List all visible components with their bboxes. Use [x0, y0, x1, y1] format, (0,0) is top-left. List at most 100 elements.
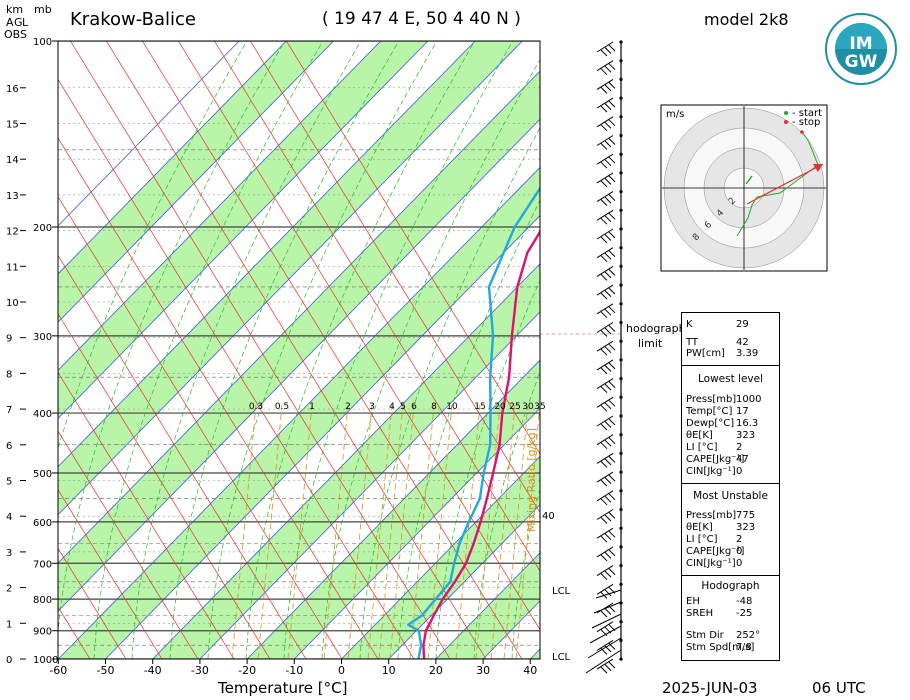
moist-adiabat-line	[397, 199, 540, 659]
dry-adiabat-line	[213, 41, 540, 572]
storm-spd-value: 7.8	[736, 642, 752, 653]
wind-barb	[596, 97, 614, 109]
mu-press-label: Press[mb]	[686, 510, 737, 521]
moist-adiabat-line	[359, 127, 540, 659]
moist-adiabat-line	[435, 279, 540, 659]
pressure-tick-label: 1000	[33, 655, 58, 666]
wind-barb	[596, 378, 614, 390]
wind-barb-feather	[600, 143, 608, 150]
wind-barb-feather	[600, 367, 608, 375]
wind-barb-feather	[608, 474, 616, 482]
lowest-temp-value: 17	[736, 406, 749, 417]
wind-barb	[596, 135, 614, 146]
lowest-temp-label: Temp[°C]	[686, 406, 733, 417]
wind-barb-feather	[600, 461, 608, 468]
mixing-ratio-line	[409, 404, 435, 659]
index-tt-value: 42	[736, 337, 749, 348]
hodograph-ring-label: 4	[715, 208, 726, 219]
wind-barb-feather	[604, 552, 612, 559]
moist-adiabat-line	[58, 41, 286, 637]
isotherm-line	[246, 359, 540, 659]
wind-barb	[596, 565, 614, 577]
dry-adiabat-line	[0, 0, 18, 659]
panel-divider	[682, 575, 779, 576]
agl-label-a: A	[6, 16, 14, 29]
wind-level-dot	[619, 133, 623, 138]
wind-barb-feather	[608, 362, 616, 370]
wind-barb-feather	[608, 82, 616, 89]
temperature-profile-line	[422, 229, 540, 659]
index-pw-label: PW[cm]	[686, 348, 725, 359]
wind-barb-feather	[608, 418, 616, 426]
wind-barb-feather	[608, 287, 616, 295]
x-tick-label: -20	[238, 664, 256, 677]
wind-barb-feather	[604, 458, 612, 466]
isotherm-band	[58, 71, 540, 612]
wind-barb-feather	[600, 161, 608, 169]
wind-barb	[587, 637, 622, 659]
wind-barb-feather	[608, 512, 616, 519]
hodo-legend-start: - start	[792, 108, 823, 119]
height-tick-label: 6	[6, 441, 12, 452]
mixing-ratio-tick-label: 30	[522, 402, 534, 412]
wind-barb-feather	[600, 105, 608, 113]
wind-barb-feather	[608, 156, 616, 164]
model-title: model 2k8	[704, 10, 789, 29]
wind-level-dot	[619, 59, 623, 63]
height-tick-label: 16	[6, 84, 19, 95]
wind-barb	[596, 434, 614, 446]
lowest-li-label: LI [°C]	[686, 442, 718, 453]
wind-barb-feather	[608, 100, 616, 108]
wind-barb	[596, 284, 614, 296]
wind-barb	[596, 583, 614, 595]
wind-barb-feather	[604, 570, 612, 578]
mixing-ratio-tick-label: 3	[369, 402, 375, 412]
mu-thetae-label: θE[K]	[686, 522, 713, 533]
storm-motion-marker	[745, 175, 753, 185]
wind-barb	[595, 589, 622, 599]
index-k-label: K	[686, 319, 693, 330]
wind-level-dot	[619, 77, 623, 81]
wind-barb-feather	[604, 121, 612, 129]
moist-adiabat-line	[321, 59, 540, 659]
mixing-ratio-tick-label: 20	[494, 402, 506, 412]
pressure-tick-label: 800	[33, 595, 52, 606]
wind-level-dot	[619, 433, 623, 437]
wind-barb-feather	[608, 44, 616, 52]
height-tick-label: 0	[6, 655, 12, 666]
mu-li-label: LI [°C]	[686, 534, 718, 545]
indices-panel: K 29 TT 42 PW[cm] 3.39 Lowest level Pres…	[681, 312, 780, 661]
wind-barb-feather	[604, 140, 612, 148]
wind-barb-feather	[600, 666, 608, 674]
height-tick-label: 11	[6, 262, 19, 273]
most-unstable-title: Most Unstable	[693, 490, 768, 502]
x-tick-label: -50	[97, 664, 115, 677]
wind-barb-feather	[608, 250, 616, 258]
wind-level-dot	[619, 339, 623, 343]
dry-adiabat-line	[141, 41, 523, 659]
pressure-tick-label: 300	[33, 332, 52, 343]
pressure-tick-label: 500	[33, 469, 52, 480]
height-tick-label: 10	[6, 298, 19, 309]
x-tick-label: -30	[191, 664, 209, 677]
height-tick-label: 14	[6, 155, 19, 166]
storm-dir-label: Stm Dir	[686, 630, 724, 641]
wind-barb	[596, 247, 614, 259]
height-tick-label: 13	[6, 191, 19, 202]
wind-barb	[596, 228, 614, 240]
wind-barb-feather	[604, 308, 612, 316]
wind-level-dot	[619, 320, 623, 325]
moist-adiabat-line	[283, 41, 514, 659]
wind-barb-feather	[600, 573, 608, 580]
mu-cin-value: 0	[736, 558, 743, 569]
wind-level-dot	[619, 582, 623, 586]
mixing-ratio-tick-label: 1	[309, 402, 315, 412]
wind-barb	[596, 153, 614, 165]
wind-level-dot	[619, 190, 623, 194]
wind-barb-feather	[608, 306, 616, 314]
height-tick-label: 9	[6, 334, 12, 345]
wind-barb-feather	[600, 386, 608, 393]
isotherm-line	[58, 41, 523, 516]
wind-level-dot	[619, 302, 623, 306]
wind-barb-feather	[604, 514, 612, 522]
